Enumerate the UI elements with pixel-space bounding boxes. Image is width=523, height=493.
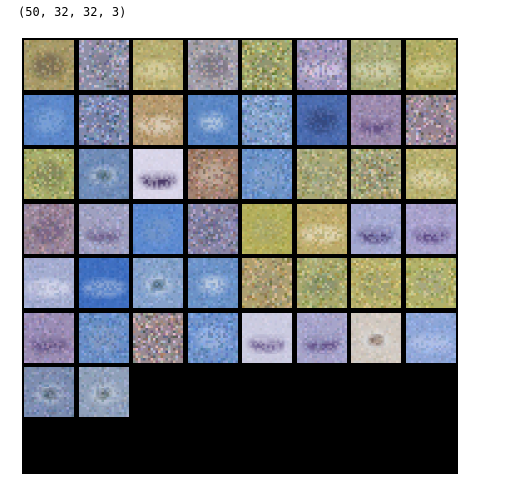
filter-tile	[351, 40, 401, 90]
filter-tile	[24, 40, 74, 90]
filter-tile	[187, 94, 238, 145]
filter-tile	[187, 258, 238, 308]
filter-tile	[24, 149, 74, 199]
filter-tile	[78, 312, 129, 363]
filter-tile	[242, 312, 292, 363]
filter-tile	[133, 94, 183, 145]
filter-tile	[133, 149, 183, 199]
filter-tile	[187, 149, 238, 199]
filter-tile	[242, 40, 292, 90]
filter-tile	[78, 367, 129, 417]
filter-tile	[405, 94, 456, 145]
filter-tile	[78, 94, 129, 145]
filter-tile	[296, 203, 347, 254]
filter-tile	[133, 203, 183, 254]
filter-tile	[24, 367, 74, 417]
filter-tile	[78, 149, 129, 199]
filter-tile	[24, 312, 74, 363]
filter-tile	[405, 203, 456, 254]
filter-tile	[187, 40, 238, 90]
filter-tile	[351, 94, 401, 145]
output-shape-text: (50, 32, 32, 3)	[18, 5, 127, 19]
filter-tile	[187, 203, 238, 254]
filter-tile	[78, 203, 129, 254]
filter-tile	[351, 149, 401, 199]
filter-tile	[78, 258, 129, 308]
image-grid	[22, 38, 458, 474]
filter-tile	[405, 149, 456, 199]
filter-tile	[24, 94, 74, 145]
filter-tile	[351, 203, 401, 254]
filter-tile	[405, 312, 456, 363]
filter-tile	[78, 40, 129, 90]
filter-tile	[405, 40, 456, 90]
filter-tile	[405, 258, 456, 308]
filter-tile	[351, 258, 401, 308]
filter-tile	[133, 40, 183, 90]
filter-tile	[242, 149, 292, 199]
filter-tile	[242, 258, 292, 308]
filter-tile	[24, 203, 74, 254]
filter-tile	[296, 149, 347, 199]
filter-tile	[133, 258, 183, 308]
filter-tile	[296, 94, 347, 145]
filter-tile	[296, 40, 347, 90]
filter-tile	[187, 312, 238, 363]
filter-tile	[242, 203, 292, 254]
filter-tile	[133, 312, 183, 363]
filter-tile	[24, 258, 74, 308]
filter-tile	[242, 94, 292, 145]
filter-tile	[296, 312, 347, 363]
filter-tile	[296, 258, 347, 308]
filter-tile	[351, 312, 401, 363]
